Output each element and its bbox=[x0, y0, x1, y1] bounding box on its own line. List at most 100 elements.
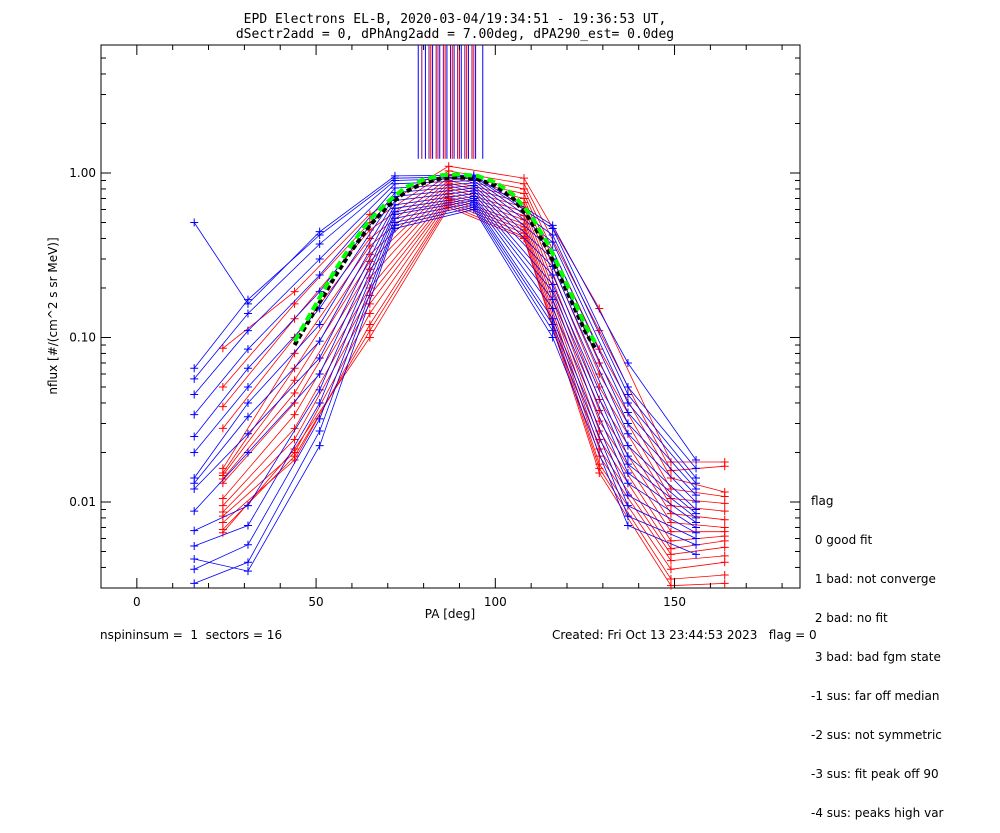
blue-data-point bbox=[623, 512, 632, 521]
red-sweep-line bbox=[222, 180, 725, 504]
blue-data-point bbox=[243, 540, 252, 549]
red-data-point bbox=[720, 462, 729, 471]
blue-sweep-line bbox=[193, 196, 697, 519]
blue-data-point bbox=[548, 326, 557, 335]
blue-sweep-layer bbox=[190, 171, 701, 588]
blue-data-point bbox=[315, 230, 324, 239]
blue-data-point bbox=[190, 579, 199, 588]
blue-data-point bbox=[692, 455, 701, 464]
red-data-point bbox=[720, 558, 729, 567]
blue-data-point bbox=[243, 501, 252, 510]
fit-curve-layer bbox=[292, 172, 598, 351]
blue-data-point bbox=[623, 390, 632, 399]
blue-data-point bbox=[623, 441, 632, 450]
red-data-point bbox=[290, 435, 299, 444]
blue-data-point bbox=[243, 345, 252, 354]
blue-data-point bbox=[190, 218, 199, 227]
blue-data-point bbox=[548, 333, 557, 342]
red-data-point bbox=[666, 501, 675, 510]
blue-data-point bbox=[623, 469, 632, 478]
red-sweep-line bbox=[222, 200, 725, 562]
red-sweep-line bbox=[222, 196, 725, 550]
blue-sweep-line bbox=[193, 185, 697, 496]
blue-data-point bbox=[548, 230, 557, 239]
red-sweep-line bbox=[222, 165, 725, 463]
peak-marker-layer bbox=[417, 45, 484, 159]
red-data-point bbox=[290, 376, 299, 385]
x-tick-label: 150 bbox=[663, 595, 686, 609]
blue-data-point bbox=[548, 295, 557, 304]
legend-item-4: -1 sus: far off median bbox=[811, 689, 940, 703]
red-data-point bbox=[666, 518, 675, 527]
legend-item-0: 0 good fit bbox=[811, 533, 873, 547]
blue-sweep-line bbox=[193, 190, 697, 510]
red-data-point bbox=[666, 466, 675, 475]
blue-data-point bbox=[390, 224, 399, 233]
flux-pitch-angle-chart: EPD Electrons EL-B, 2020-03-04/19:34:51 … bbox=[46, 12, 801, 621]
red-data-point bbox=[595, 395, 604, 404]
red-data-point bbox=[290, 410, 299, 419]
blue-data-point bbox=[190, 410, 199, 419]
red-data-point bbox=[218, 424, 227, 433]
blue-sweep-line bbox=[193, 187, 697, 503]
blue-sweep-line bbox=[193, 198, 697, 523]
blue-data-point bbox=[623, 408, 632, 417]
y-tick-label: 0.10 bbox=[69, 330, 96, 344]
red-data-point bbox=[720, 579, 729, 588]
blue-data-point bbox=[315, 240, 324, 249]
blue-data-point bbox=[692, 464, 701, 473]
flag-legend: flag 0 good fit 1 bad: not converge 2 ba… bbox=[811, 469, 943, 833]
legend-item-3: 3 bad: bad fgm state bbox=[811, 650, 941, 664]
blue-sweep-line bbox=[193, 177, 697, 479]
blue-data-point bbox=[243, 383, 252, 392]
blue-data-point bbox=[315, 385, 324, 394]
red-sweep-line bbox=[222, 182, 725, 512]
blue-data-point bbox=[623, 460, 632, 469]
blue-data-point bbox=[623, 383, 632, 392]
blue-data-point bbox=[190, 432, 199, 441]
blue-data-point bbox=[315, 369, 324, 378]
blue-data-point bbox=[243, 398, 252, 407]
blue-data-point bbox=[548, 304, 557, 313]
red-data-point bbox=[290, 452, 299, 461]
red-data-point bbox=[595, 345, 604, 354]
blue-sweep-line bbox=[193, 180, 697, 484]
red-data-point bbox=[720, 492, 729, 501]
red-sweep-line bbox=[222, 187, 725, 528]
blue-data-point bbox=[190, 542, 199, 551]
blue-data-point bbox=[190, 565, 199, 574]
x-axis-label: PA [deg] bbox=[425, 607, 475, 621]
blue-data-point bbox=[623, 419, 632, 428]
legend-item-7: -4 sus: peaks high var bbox=[811, 806, 944, 820]
red-sweep-layer bbox=[218, 162, 729, 590]
blue-data-point bbox=[243, 326, 252, 335]
blue-data-point bbox=[692, 491, 701, 500]
blue-data-point bbox=[243, 567, 252, 576]
red-sweep-line bbox=[222, 198, 725, 555]
blue-data-point bbox=[623, 358, 632, 367]
legend-title: flag bbox=[811, 494, 834, 508]
red-data-point bbox=[365, 333, 374, 342]
footer-right: Created: Fri Oct 13 23:44:53 2023 flag =… bbox=[552, 628, 817, 642]
gaussian-fit-line bbox=[292, 172, 598, 345]
legend-item-1: 1 bad: not converge bbox=[811, 572, 936, 586]
blue-data-point bbox=[243, 521, 252, 530]
blue-data-point bbox=[692, 540, 701, 549]
y-tick-label: 1.00 bbox=[69, 166, 96, 180]
x-tick-label: 100 bbox=[484, 595, 507, 609]
blue-data-point bbox=[243, 295, 252, 304]
blue-data-point bbox=[190, 374, 199, 383]
blue-data-point bbox=[190, 484, 199, 493]
blue-data-point bbox=[623, 398, 632, 407]
blue-sweep-line bbox=[193, 182, 697, 490]
red-sweep-line bbox=[222, 193, 725, 542]
red-data-point bbox=[365, 326, 374, 335]
blue-data-point bbox=[243, 429, 252, 438]
red-data-point bbox=[720, 570, 729, 579]
blue-data-point bbox=[315, 337, 324, 346]
blue-data-point bbox=[315, 255, 324, 264]
blue-data-point bbox=[469, 205, 478, 214]
blue-sweep-line bbox=[193, 176, 697, 469]
red-data-point bbox=[290, 388, 299, 397]
red-sweep-line bbox=[222, 202, 725, 570]
